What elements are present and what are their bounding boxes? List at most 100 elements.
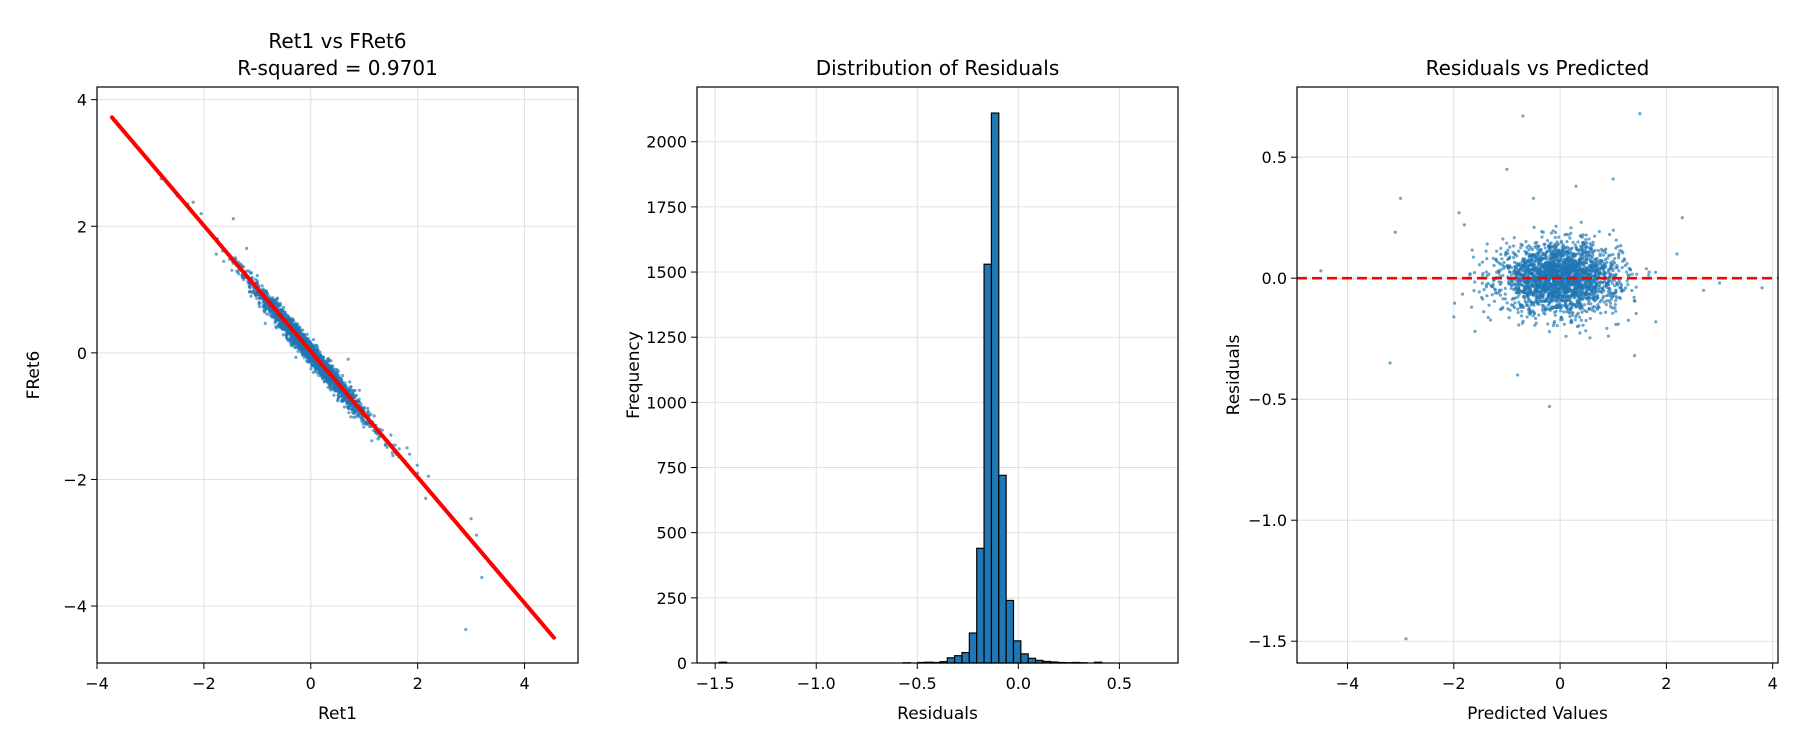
data-point — [1590, 247, 1593, 250]
data-point — [1614, 274, 1617, 277]
data-point — [230, 269, 233, 272]
data-point — [1564, 291, 1567, 294]
data-point — [335, 373, 338, 376]
data-point — [1516, 308, 1519, 311]
data-point — [427, 475, 430, 478]
data-point — [1588, 307, 1591, 310]
data-point — [1635, 312, 1638, 315]
data-point — [250, 271, 253, 274]
data-point — [1527, 248, 1530, 251]
data-point — [1592, 241, 1595, 244]
data-point — [1533, 246, 1536, 249]
data-point — [470, 517, 473, 520]
data-point — [1614, 303, 1617, 306]
data-point — [1505, 242, 1508, 245]
data-point — [1521, 284, 1524, 287]
data-point — [287, 332, 290, 335]
data-point — [1605, 327, 1608, 330]
data-point — [1598, 283, 1601, 286]
data-point — [1608, 233, 1611, 236]
data-point — [368, 425, 371, 428]
x-tick-label: 2 — [1661, 674, 1671, 693]
data-point — [1591, 267, 1594, 270]
data-point — [1485, 250, 1488, 253]
data-point — [264, 290, 267, 293]
x-axis-label: Residuals — [897, 704, 978, 724]
data-point — [1524, 299, 1527, 302]
data-point — [1611, 269, 1614, 272]
data-point — [299, 329, 302, 332]
data-point — [1585, 233, 1588, 236]
data-point — [329, 359, 332, 362]
data-point — [1620, 290, 1623, 293]
data-point — [1521, 290, 1524, 293]
data-point — [1635, 273, 1638, 276]
data-point — [1584, 238, 1587, 241]
data-point — [1506, 301, 1509, 304]
data-point — [1602, 289, 1605, 292]
scatter-points — [160, 177, 484, 631]
data-point — [1557, 236, 1560, 239]
data-point — [1527, 259, 1530, 262]
data-point — [1631, 273, 1634, 276]
data-point — [1566, 287, 1569, 290]
data-point — [296, 323, 299, 326]
data-point — [1533, 254, 1536, 257]
data-point — [1543, 281, 1546, 284]
data-point — [1551, 253, 1554, 256]
chart-title: Distribution of Residuals — [816, 56, 1060, 80]
data-point — [1481, 261, 1484, 264]
data-point — [1481, 298, 1484, 301]
data-point — [1566, 271, 1569, 274]
data-point — [1602, 254, 1605, 257]
data-point — [1559, 283, 1562, 286]
data-point — [1569, 226, 1572, 229]
data-point — [1578, 296, 1581, 299]
histogram-bar — [962, 653, 969, 663]
data-point — [1554, 265, 1557, 268]
data-point — [1509, 309, 1512, 312]
data-point — [1595, 265, 1598, 268]
data-point — [1554, 225, 1557, 228]
data-point — [1520, 310, 1523, 313]
data-point — [1569, 232, 1572, 235]
data-point — [408, 453, 411, 456]
data-point — [323, 380, 326, 383]
data-point — [1551, 286, 1554, 289]
y-tick-label: 1500 — [646, 263, 687, 282]
data-point — [1527, 300, 1530, 303]
data-point — [1585, 310, 1588, 313]
data-point — [287, 316, 290, 319]
data-point — [1578, 331, 1581, 334]
data-point — [1500, 288, 1503, 291]
y-tick-label: 0.0 — [1262, 269, 1287, 288]
data-point — [1647, 274, 1650, 277]
data-point — [1546, 322, 1549, 325]
data-point — [1630, 289, 1633, 292]
data-point — [255, 297, 258, 300]
data-point — [200, 212, 203, 215]
data-point — [347, 358, 350, 361]
data-point — [1615, 239, 1618, 242]
data-point — [1525, 251, 1528, 254]
data-point — [1540, 235, 1543, 238]
data-point — [1514, 287, 1517, 290]
data-point — [1548, 330, 1551, 333]
data-point — [1614, 295, 1617, 298]
data-point — [398, 447, 401, 450]
data-point — [1584, 319, 1587, 322]
data-point — [1565, 310, 1568, 313]
data-point — [1598, 230, 1601, 233]
y-tick-label: −4 — [63, 597, 87, 616]
data-point — [357, 415, 360, 418]
data-point — [1580, 311, 1583, 314]
data-point — [1563, 260, 1566, 263]
data-point — [1522, 320, 1525, 323]
data-point — [291, 344, 294, 347]
data-point — [1580, 319, 1583, 322]
data-point — [1530, 272, 1533, 275]
data-point — [332, 394, 335, 397]
data-point — [1513, 272, 1516, 275]
data-point — [274, 321, 277, 324]
data-point — [1540, 300, 1543, 303]
